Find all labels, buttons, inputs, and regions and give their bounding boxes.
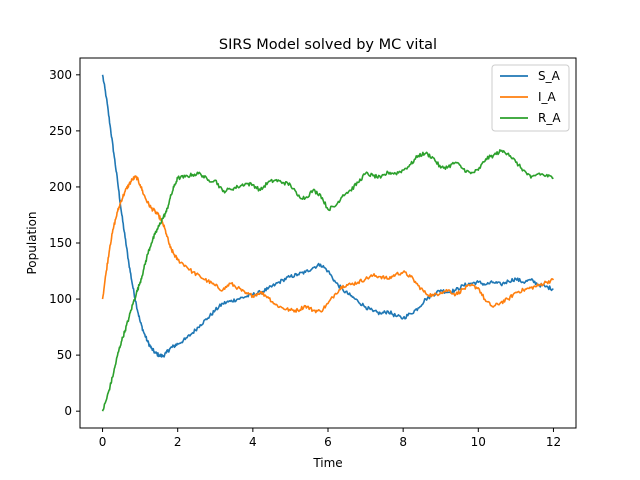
series-layer xyxy=(101,74,555,412)
x-tick-label: 12 xyxy=(546,435,561,449)
y-tick-label: 0 xyxy=(64,404,72,418)
y-tick-label: 250 xyxy=(49,124,72,138)
x-tick-label: 0 xyxy=(99,435,107,449)
y-tick-label: 100 xyxy=(49,292,72,306)
chart-title: SIRS Model solved by MC vital xyxy=(219,37,437,53)
y-tick-label: 150 xyxy=(49,236,72,250)
y-axis-ticks: 0 50 100 150 200 250 300 xyxy=(49,68,80,418)
series-line-s-a xyxy=(101,74,554,358)
x-tick-label: 10 xyxy=(471,435,486,449)
legend: S_A I_A R_A xyxy=(491,64,570,132)
plot-area: 0 2 4 6 8 10 12 0 50 100 150 200 250 300 xyxy=(49,57,577,449)
legend-label: S_A xyxy=(538,69,561,83)
y-tick-label: 200 xyxy=(49,180,72,194)
series-line-i-a xyxy=(101,175,555,314)
x-axis-label: Time xyxy=(312,456,342,470)
y-tick-label: 300 xyxy=(49,68,72,82)
series-line-r-a xyxy=(101,149,554,412)
x-tick-label: 6 xyxy=(324,435,332,449)
x-tick-label: 4 xyxy=(249,435,257,449)
legend-label: I_A xyxy=(538,90,557,104)
legend-box xyxy=(491,64,570,132)
y-tick-label: 50 xyxy=(57,348,72,362)
y-axis-label: Population xyxy=(25,211,39,274)
legend-label: R_A xyxy=(538,111,561,125)
x-tick-label: 2 xyxy=(174,435,182,449)
x-axis-ticks: 0 2 4 6 8 10 12 xyxy=(99,428,561,449)
x-tick-label: 8 xyxy=(399,435,407,449)
legend-items: S_A I_A R_A xyxy=(500,69,561,125)
